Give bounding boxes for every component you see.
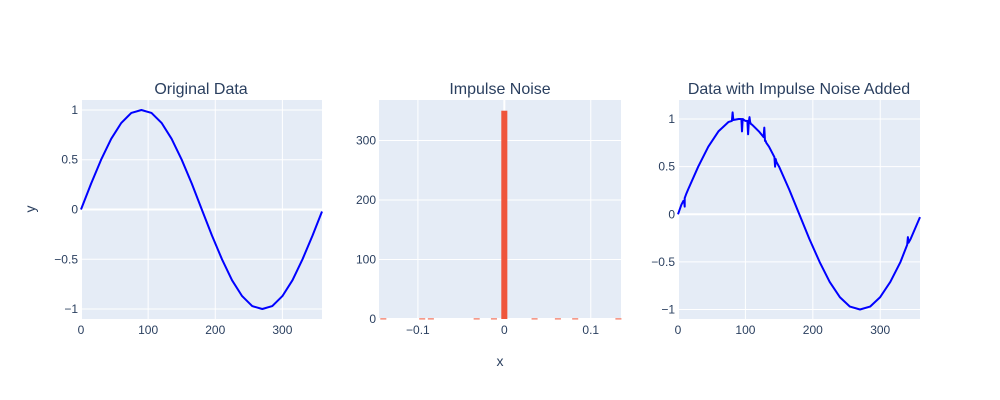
series-line xyxy=(80,109,323,310)
bar xyxy=(615,318,622,320)
chart-title: Data with Impulse Noise Added xyxy=(688,81,910,98)
plot-area xyxy=(678,100,920,319)
x-tick-label: 0 xyxy=(78,323,85,337)
x-tick-label: 100 xyxy=(735,323,755,337)
y-tick-label: 0 xyxy=(369,312,376,326)
y-tick-label: −1 xyxy=(64,302,78,316)
y-tick-label: 300 xyxy=(356,133,376,147)
x-tick-labels: −0.1 0 0.1 xyxy=(406,323,599,337)
y-tick-label: −0.5 xyxy=(54,252,78,266)
x-tick-label: 0.1 xyxy=(582,323,599,337)
y-tick-label: 200 xyxy=(356,193,376,207)
bar xyxy=(554,318,561,320)
x-tick-label: 0 xyxy=(501,323,508,337)
x-tick-label: 200 xyxy=(205,323,225,337)
gridlines xyxy=(80,100,322,319)
x-tick-labels: 0 100 200 300 xyxy=(675,323,891,337)
y-tick-label: 0 xyxy=(668,207,675,221)
y-axis-label: y xyxy=(22,206,38,213)
x-tick-label: 200 xyxy=(803,323,823,337)
x-tick-label: 300 xyxy=(272,323,292,337)
x-tick-label: 300 xyxy=(870,323,890,337)
bar xyxy=(380,318,387,320)
y-tick-label: 100 xyxy=(356,252,376,266)
series-line xyxy=(677,111,921,311)
bar xyxy=(419,318,426,320)
x-tick-label: −0.1 xyxy=(406,323,430,337)
plot-area xyxy=(379,100,621,319)
y-tick-label: 0.5 xyxy=(61,153,78,167)
y-tick-labels: −1 −0.5 0 0.5 1 xyxy=(651,112,675,316)
subplot-original-data: 0 100 200 300 −1 −0.5 0 0.5 1 Original Data y xyxy=(22,81,323,337)
y-tick-labels: −1 −0.5 0 0.5 1 xyxy=(54,103,78,316)
y-tick-label: 1 xyxy=(71,103,78,117)
y-tick-label: 0.5 xyxy=(658,160,675,174)
data-marks xyxy=(80,109,323,310)
data-marks xyxy=(380,110,622,320)
x-axis-label: x xyxy=(497,353,504,369)
gridlines xyxy=(677,100,920,319)
y-tick-label: −1 xyxy=(661,302,675,316)
bar xyxy=(473,318,480,320)
y-tick-label: −0.5 xyxy=(651,255,675,269)
x-tick-label: 100 xyxy=(138,323,158,337)
y-tick-label: 1 xyxy=(668,112,675,126)
y-tick-labels: 0 100 200 300 xyxy=(356,133,376,326)
subplot-data-with-noise: 0 100 200 300 −1 −0.5 0 0.5 1 Data with Impulse… xyxy=(651,81,921,337)
bar xyxy=(427,318,434,320)
chart-title: Original Data xyxy=(154,81,247,98)
subplot-impulse-noise: −0.1 0 0.1 0 100 200 300 Impulse Noise x xyxy=(356,81,622,369)
bar xyxy=(572,318,579,320)
data-marks xyxy=(677,111,921,311)
bar xyxy=(531,318,538,320)
y-tick-label: 0 xyxy=(71,203,78,217)
chart-title: Impulse Noise xyxy=(449,81,550,98)
bar xyxy=(490,318,497,320)
bar xyxy=(501,110,508,319)
x-tick-label: 0 xyxy=(675,323,682,337)
x-tick-labels: 0 100 200 300 xyxy=(78,323,293,337)
